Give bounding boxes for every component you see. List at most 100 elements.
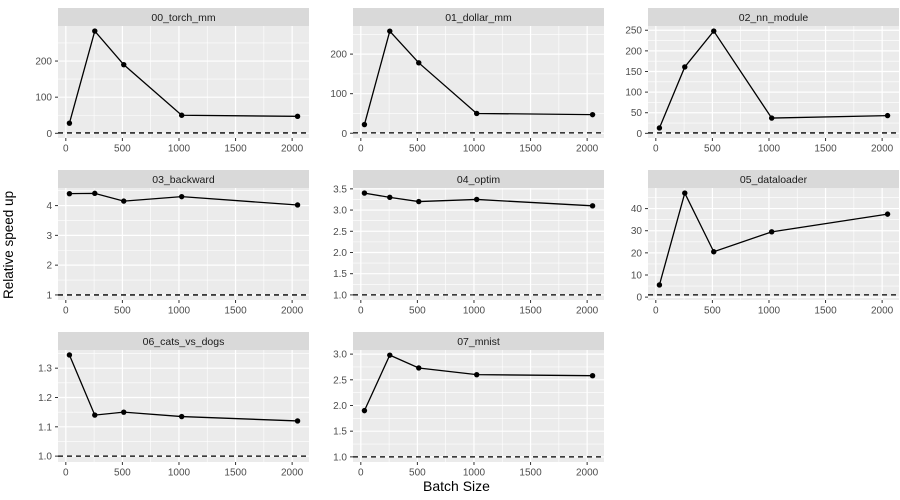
y-tick-label: 1.5 bbox=[333, 269, 347, 280]
y-tick-label: 100 bbox=[625, 88, 642, 99]
x-tick-label: 0 bbox=[63, 144, 69, 155]
y-tick-label: 0 bbox=[341, 129, 347, 140]
x-tick-label: 2000 bbox=[281, 144, 304, 155]
y-tick-label: 20 bbox=[631, 248, 643, 259]
data-point bbox=[294, 113, 301, 120]
y-tick-label: 40 bbox=[631, 204, 643, 215]
x-tick-label: 1500 bbox=[224, 144, 247, 155]
x-tick-label: 1500 bbox=[814, 144, 837, 155]
x-tick-label: 0 bbox=[63, 468, 69, 479]
data-point bbox=[656, 125, 663, 131]
x-tick-label: 500 bbox=[409, 144, 426, 155]
data-point bbox=[416, 60, 422, 66]
facet-06_cats_vs_dogs: 06_cats_vs_dogs 0 500 1000 1500 2000 1.0 1.1 1.2… bbox=[38, 332, 309, 479]
data-point bbox=[121, 409, 127, 415]
data-point bbox=[711, 249, 717, 255]
x-tick-label: 1500 bbox=[224, 468, 247, 479]
data-point bbox=[884, 211, 891, 217]
y-tick-label: 250 bbox=[625, 26, 642, 37]
y-tick-label: 0 bbox=[636, 293, 642, 304]
y-tick-label: 200 bbox=[35, 57, 52, 68]
data-point bbox=[361, 407, 368, 414]
facet-strip bbox=[58, 332, 309, 350]
data-point bbox=[473, 110, 480, 117]
facet-title: 02_nn_module bbox=[739, 12, 809, 24]
data-point bbox=[682, 64, 688, 70]
y-tick-label: 0 bbox=[636, 129, 642, 140]
data-point bbox=[473, 371, 480, 378]
y-tick-label: 100 bbox=[330, 89, 347, 100]
facet-grid: 00_torch_mm 0 500 1000 1500 2000 0 100 200 01_dol… bbox=[35, 8, 899, 479]
facet-04_optim: 04_optim 0 500 1000 1500 2000 1.0 1.5 2.0 2.5 3.0 3… bbox=[333, 170, 604, 317]
x-tick-label: 500 bbox=[114, 468, 131, 479]
data-point bbox=[178, 193, 185, 200]
x-tick-label: 1000 bbox=[168, 306, 191, 317]
x-tick-label: 2000 bbox=[576, 468, 599, 479]
y-tick-label: 10 bbox=[631, 270, 643, 281]
data-point bbox=[387, 28, 393, 34]
data-point bbox=[711, 28, 717, 34]
y-tick-label: 3.0 bbox=[333, 350, 347, 361]
facet-03_backward: 03_backward 0 500 1000 1500 2000 1 2 3 4 bbox=[46, 170, 309, 317]
data-point bbox=[416, 365, 422, 371]
x-tick-label: 0 bbox=[358, 144, 364, 155]
data-point bbox=[884, 112, 891, 119]
x-tick-label: 0 bbox=[358, 468, 364, 479]
y-tick-label: 1.1 bbox=[38, 422, 52, 433]
x-tick-label: 1500 bbox=[814, 306, 837, 317]
facet-strip bbox=[58, 8, 309, 26]
data-point bbox=[473, 196, 480, 203]
x-tick-label: 1000 bbox=[168, 144, 191, 155]
y-tick-label: 150 bbox=[625, 67, 642, 78]
data-point bbox=[294, 418, 301, 424]
y-tick-label: 1.3 bbox=[38, 364, 52, 375]
data-point bbox=[361, 190, 368, 196]
y-tick-label: 3.0 bbox=[333, 206, 347, 217]
data-point bbox=[361, 121, 368, 128]
data-point bbox=[178, 112, 185, 118]
facet-title: 04_optim bbox=[457, 174, 500, 186]
facet-00_torch_mm: 00_torch_mm 0 500 1000 1500 2000 0 100 200 bbox=[35, 8, 309, 155]
y-tick-label: 1 bbox=[46, 290, 52, 301]
data-point bbox=[589, 111, 596, 118]
y-tick-label: 1.5 bbox=[333, 427, 347, 438]
facet-strip bbox=[58, 170, 309, 188]
y-tick-label: 1.2 bbox=[38, 393, 52, 404]
facet-title: 06_cats_vs_dogs bbox=[143, 336, 225, 348]
facet-title: 07_mnist bbox=[457, 336, 500, 348]
y-tick-label: 1.0 bbox=[38, 452, 52, 463]
x-tick-label: 0 bbox=[653, 306, 659, 317]
data-point bbox=[178, 413, 185, 420]
facet-strip bbox=[353, 332, 604, 350]
y-tick-label: 100 bbox=[35, 93, 52, 104]
x-tick-label: 0 bbox=[653, 144, 659, 155]
y-tick-label: 1.0 bbox=[333, 452, 347, 463]
facet-title: 05_dataloader bbox=[740, 174, 808, 186]
y-tick-label: 2.0 bbox=[333, 401, 347, 412]
data-point bbox=[387, 194, 393, 201]
facet-strip bbox=[353, 170, 604, 188]
x-tick-label: 1000 bbox=[168, 468, 191, 479]
panel-background bbox=[58, 188, 309, 300]
y-tick-label: 2.5 bbox=[333, 375, 347, 386]
x-tick-label: 2000 bbox=[576, 144, 599, 155]
facet-strip bbox=[353, 8, 604, 26]
data-point bbox=[92, 190, 98, 197]
y-tick-label: 50 bbox=[631, 108, 643, 119]
x-tick-label: 500 bbox=[409, 468, 426, 479]
facet-title: 03_backward bbox=[152, 174, 215, 186]
data-point bbox=[294, 202, 301, 208]
facet-05_dataloader: 05_dataloader 0 500 1000 1500 2000 0 10 20 30 40 bbox=[631, 170, 899, 317]
x-tick-label: 1000 bbox=[758, 144, 781, 155]
x-tick-label: 500 bbox=[704, 144, 721, 155]
data-point bbox=[589, 203, 596, 209]
data-point bbox=[66, 352, 73, 358]
y-tick-label: 0 bbox=[46, 129, 52, 140]
panel-background bbox=[58, 26, 309, 138]
facet-01_dollar_mm: 01_dollar_mm 0 500 1000 1500 2000 0 100 200 bbox=[330, 8, 604, 155]
panel-background bbox=[353, 26, 604, 138]
y-tick-label: 30 bbox=[631, 226, 643, 237]
x-tick-label: 1500 bbox=[519, 468, 542, 479]
x-tick-label: 1500 bbox=[519, 144, 542, 155]
